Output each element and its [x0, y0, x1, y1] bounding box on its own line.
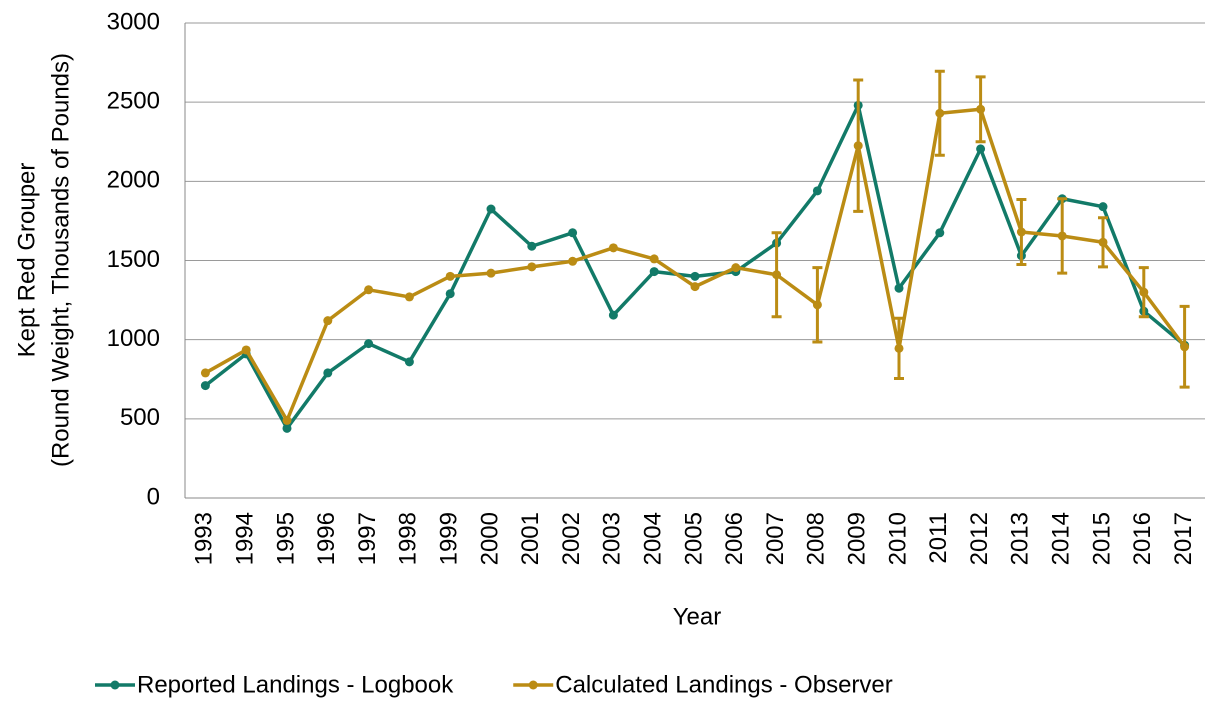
y-tick-label: 1000 [107, 325, 160, 352]
y-tick-label: 2500 [107, 88, 160, 115]
point [364, 339, 374, 349]
x-tick-label: 2003 [599, 512, 626, 565]
error-bar [975, 75, 986, 144]
point [935, 228, 945, 238]
point [568, 256, 578, 266]
point [527, 262, 537, 272]
x-tick-label: 2004 [640, 512, 667, 565]
point [812, 186, 822, 196]
point [445, 289, 455, 299]
x-axis-label: Year [673, 603, 722, 630]
y-axis-label: (Round Weight, Thousands of Pounds) [47, 53, 74, 467]
x-tick-label: 1999 [436, 512, 463, 565]
x-tick-label: 2011 [925, 512, 952, 564]
point [690, 271, 700, 281]
series-line [204, 103, 1186, 431]
point [200, 381, 210, 391]
x-tick-label: 2006 [721, 512, 748, 565]
x-tick-label: 2017 [1170, 512, 1197, 565]
x-tick-label: 1995 [272, 512, 299, 565]
y-tick-label: 500 [120, 404, 160, 431]
point [608, 310, 618, 320]
x-tick-label: 2002 [558, 512, 585, 565]
y-tick-label: 1500 [107, 246, 160, 273]
error-bar [853, 78, 864, 213]
x-tick-label: 1994 [232, 512, 259, 565]
point [1098, 202, 1108, 212]
point [486, 204, 496, 214]
point [364, 285, 374, 295]
x-tick-label: 2014 [1048, 512, 1075, 565]
x-tick-label: 1996 [313, 512, 340, 565]
x-tick-label: 2009 [844, 512, 871, 565]
legend-label: Reported Landings - Logbook [137, 671, 454, 698]
series-line [204, 107, 1187, 423]
x-tick-label: 2007 [762, 512, 789, 565]
y-axis-label: Kept Red Grouper [13, 163, 40, 358]
error-bar [771, 231, 782, 319]
point [200, 368, 210, 378]
x-tick-label: 2010 [884, 512, 911, 565]
x-tick-label: 2001 [517, 512, 544, 565]
legend-marker [528, 680, 538, 690]
error-bar [1179, 304, 1190, 389]
y-tick-label: 3000 [107, 8, 160, 35]
y-tick-label: 0 [147, 483, 160, 510]
point [894, 283, 904, 293]
point [690, 282, 700, 292]
point [323, 316, 333, 326]
point [282, 423, 292, 433]
point [649, 267, 659, 277]
x-tick-label: 2012 [966, 512, 993, 565]
point [649, 254, 659, 264]
error-bar [1138, 266, 1149, 319]
x-tick-label: 2005 [680, 512, 707, 565]
point [404, 357, 414, 367]
error-bar [812, 266, 823, 344]
point [404, 292, 414, 302]
x-tick-label: 1993 [191, 512, 218, 565]
legend-marker [110, 680, 120, 690]
error-bar [1057, 197, 1068, 275]
point [282, 415, 292, 425]
error-bar [1098, 216, 1108, 269]
x-tick-label: 1997 [354, 512, 381, 565]
point [445, 271, 455, 281]
y-tick-label: 2000 [107, 167, 160, 194]
x-tick-label: 2015 [1088, 512, 1115, 565]
point [241, 345, 251, 355]
x-tick-label: 2016 [1129, 512, 1156, 565]
error-bar [934, 69, 945, 157]
point [731, 263, 741, 273]
legend-label: Calculated Landings - Observer [555, 671, 893, 698]
point [486, 268, 496, 278]
x-tick-label: 2000 [476, 512, 503, 565]
error-bar [894, 316, 904, 380]
x-tick-label: 2013 [1007, 512, 1034, 565]
point [323, 368, 333, 378]
point [608, 243, 618, 253]
point [527, 241, 537, 251]
error-bar [1016, 198, 1027, 266]
x-tick-label: 1998 [395, 512, 422, 565]
point [568, 228, 578, 238]
x-tick-label: 2008 [803, 512, 830, 565]
point [976, 144, 986, 154]
